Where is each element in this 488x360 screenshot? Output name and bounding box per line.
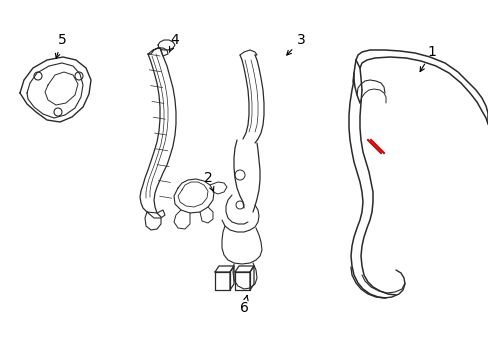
Text: 5: 5	[55, 33, 66, 58]
Text: 4: 4	[169, 33, 179, 52]
Text: 1: 1	[419, 45, 436, 72]
Text: 2: 2	[203, 171, 213, 191]
Text: 3: 3	[286, 33, 305, 55]
Text: 6: 6	[239, 296, 248, 315]
